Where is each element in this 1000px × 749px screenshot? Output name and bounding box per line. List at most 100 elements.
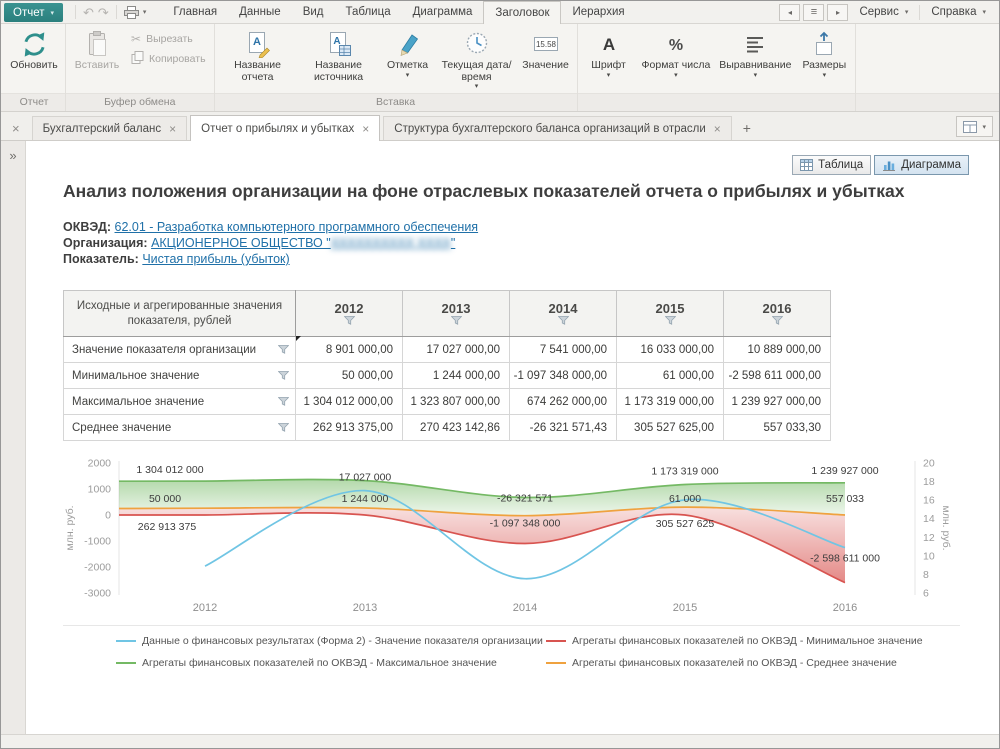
point-label: 557 033: [826, 493, 864, 505]
ribbon-tab-strip: Главная Данные Вид Таблица Диаграмма Заг…: [162, 1, 635, 24]
svg-text:A: A: [333, 36, 340, 47]
copy-button[interactable]: Копировать: [126, 50, 211, 67]
filter-icon[interactable]: [278, 345, 289, 355]
cut-button[interactable]: ✂ Вырезать: [131, 32, 193, 46]
undo-icon[interactable]: ↶: [83, 4, 94, 20]
table-row: Значение показателя организации 8 901 00…: [63, 336, 831, 364]
refresh-icon: [20, 29, 49, 59]
number-format-button[interactable]: % Формат числа ▾: [638, 26, 715, 81]
font-button[interactable]: A Шрифт ▾: [581, 26, 637, 81]
value-button[interactable]: 15.58 Значение: [518, 26, 574, 73]
nav-right-button[interactable]: ▸: [827, 3, 849, 21]
ribbon-group-insert: A Название отчета A Название источника О…: [215, 24, 578, 111]
organization-label: Организация:: [63, 236, 148, 251]
font-icon: A: [597, 29, 621, 59]
tab-zagolovok[interactable]: Заголовок: [483, 1, 562, 24]
filter-icon[interactable]: [450, 316, 462, 326]
separator: [75, 5, 77, 19]
left-axis-tick: 0: [105, 510, 111, 522]
filter-icon[interactable]: [664, 316, 676, 326]
okved-link[interactable]: 62.01 - Разработка компьютерного програм…: [114, 220, 479, 235]
mark-button[interactable]: Отметка ▾: [380, 26, 436, 81]
tab-diagramma[interactable]: Диаграмма: [412, 6, 473, 18]
alignment-button[interactable]: Выравнивание ▾: [715, 26, 795, 81]
indicator-link[interactable]: Чистая прибыль (убыток): [142, 252, 290, 267]
doc-tab-industry-structure[interactable]: Структура бухгалтерского баланса организ…: [383, 116, 732, 140]
close-icon[interactable]: ×: [169, 121, 177, 136]
legend-item-org-value: Данные о финансовых результатах (Форма 2…: [116, 635, 546, 647]
right-axis-tick: 12: [923, 532, 935, 544]
filter-icon[interactable]: [278, 423, 289, 433]
close-all-tabs-button[interactable]: ×: [12, 121, 20, 136]
table-view-button[interactable]: Таблица: [792, 155, 872, 175]
series-line-1: [119, 512, 846, 584]
left-axis-tick: -3000: [84, 588, 111, 600]
indicator-label: Показатель:: [63, 252, 139, 267]
close-icon[interactable]: ×: [713, 121, 721, 136]
point-label: 1 244 000: [342, 493, 389, 505]
report-menu-button[interactable]: Отчет ▾: [4, 3, 64, 22]
point-label: 1 239 927 000: [811, 465, 878, 477]
group-label-format: [581, 94, 853, 111]
x-axis-tick: 2012: [193, 602, 217, 614]
sizes-button[interactable]: Размеры ▾: [796, 26, 852, 81]
doc-tab-balance[interactable]: Бухгалтерский баланс ×: [31, 116, 188, 140]
expand-panel-button[interactable]: »: [9, 148, 17, 163]
copy-icon: [131, 51, 144, 66]
document-tab-bar: × Бухгалтерский баланс × Отчет о прибыля…: [1, 112, 999, 141]
year-header-2012: 2012: [295, 290, 403, 338]
mark-icon: [395, 29, 421, 59]
chart-view-button[interactable]: Диаграмма: [874, 155, 969, 175]
tab-ierarhiya[interactable]: Иерархия: [572, 6, 625, 18]
source-name-button[interactable]: A Название источника: [299, 26, 379, 84]
tab-glavnaya[interactable]: Главная: [173, 6, 218, 18]
close-icon[interactable]: ×: [362, 121, 370, 136]
print-icon[interactable]: [123, 5, 139, 19]
right-axis-tick: 18: [923, 476, 935, 488]
service-menu[interactable]: Сервис ▾: [859, 6, 909, 18]
group-label-clipboard: Буфер обмена: [104, 96, 176, 108]
window-list-button[interactable]: ≡: [803, 3, 825, 21]
chevron-down-icon: ▾: [674, 71, 678, 79]
layout-button[interactable]: ▾: [956, 116, 993, 137]
chevron-down-icon[interactable]: ▾: [142, 9, 147, 16]
filter-icon[interactable]: [278, 397, 289, 407]
new-tab-button[interactable]: +: [742, 120, 751, 136]
titlebar-right-controls: ◂ ≡ ▸ Сервис ▾ Справка ▾: [779, 1, 999, 23]
legend-swatch: [546, 640, 566, 643]
workspace: » Таблица Диаграмма Анализ положения орг…: [1, 141, 999, 734]
point-label: 1 173 319 000: [651, 466, 718, 478]
filter-icon[interactable]: [343, 316, 355, 326]
filter-icon[interactable]: [771, 316, 783, 326]
report-name-button[interactable]: A Название отчета: [218, 26, 298, 84]
paste-button[interactable]: Вставить: [69, 26, 125, 73]
redo-icon[interactable]: ↷: [97, 4, 109, 20]
profit-chart: 1 304 012 000 17 027 000 1 173 319 000 1 23…: [64, 458, 952, 615]
doc-tab-profit-loss[interactable]: Отчет о прибылях и убытках ×: [190, 115, 381, 141]
tab-vid[interactable]: Вид: [302, 6, 324, 18]
point-label: -26 321 571: [497, 493, 553, 505]
legend-swatch: [116, 640, 136, 643]
legend-swatch: [546, 662, 566, 665]
refresh-button[interactable]: Обновить: [6, 26, 62, 73]
filter-icon[interactable]: [557, 316, 569, 326]
active-cell-marker: [296, 336, 301, 342]
table-row: Минимальное значение 50 000,00 1 244 000…: [63, 362, 831, 390]
title-bar: Отчет ▾ ↶ ↷ ▾ Главная Данные Вид Таблица…: [1, 1, 999, 24]
help-menu[interactable]: Справка ▾: [931, 6, 986, 18]
legend-swatch: [116, 662, 136, 665]
current-datetime-button[interactable]: Текущая дата/время ▾: [437, 26, 517, 92]
series-line-3: [118, 506, 846, 517]
report-meta: ОКВЭД: 62.01 - Разработка компьютерного …: [63, 219, 975, 267]
tab-tablitsa[interactable]: Таблица: [345, 6, 391, 18]
left-axis-tick: 2000: [88, 458, 112, 470]
series-area-0: [119, 479, 845, 516]
group-label-report: Отчет: [19, 96, 49, 108]
organization-link[interactable]: АКЦИОНЕРНОЕ ОБЩЕСТВО "XXXXXXXXXX XXXX": [151, 236, 456, 251]
chevron-down-icon: ▾: [606, 71, 611, 79]
table-icon: [800, 159, 814, 171]
tab-dannye[interactable]: Данные: [239, 6, 281, 18]
nav-left-button[interactable]: ◂: [779, 3, 801, 21]
filter-icon[interactable]: [278, 371, 289, 381]
